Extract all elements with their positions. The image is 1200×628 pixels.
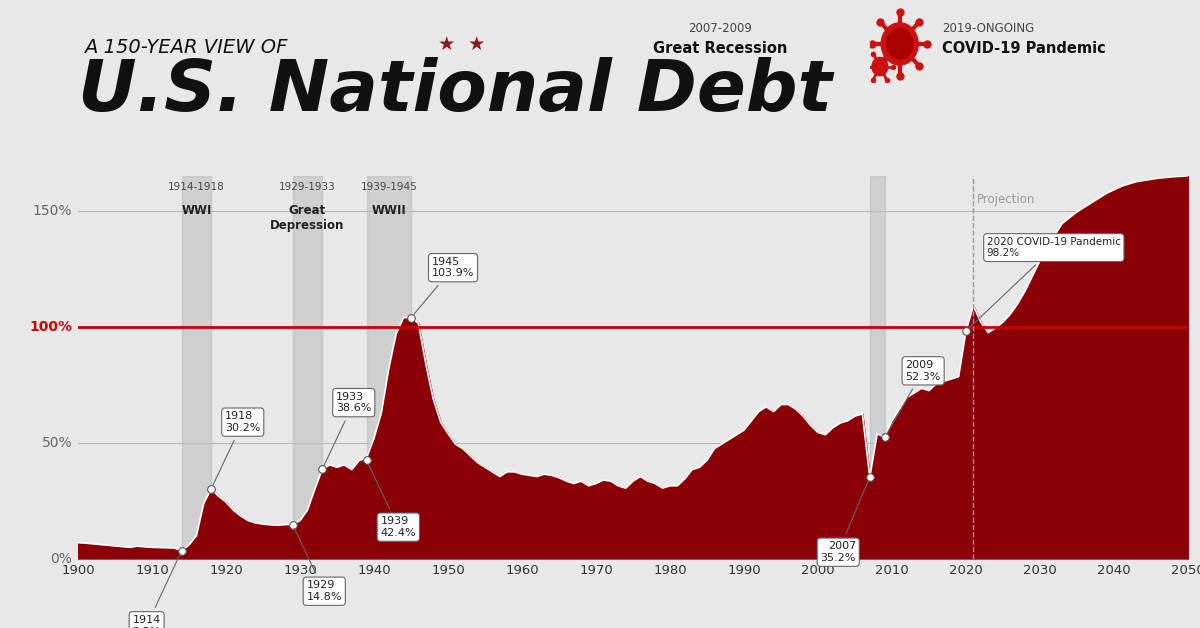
Circle shape	[872, 58, 888, 75]
Text: Great
Depression: Great Depression	[270, 203, 344, 232]
Text: 1929-1933: 1929-1933	[280, 182, 336, 192]
Text: 1933
38.6%: 1933 38.6%	[324, 392, 372, 465]
Text: ★  ★: ★ ★	[438, 35, 486, 53]
Bar	[366, 176, 410, 559]
Text: 2007
35.2%: 2007 35.2%	[821, 481, 868, 563]
Bar	[870, 176, 884, 559]
Text: 1939
42.4%: 1939 42.4%	[368, 464, 416, 538]
Text: A 150-YEAR VIEW OF: A 150-YEAR VIEW OF	[84, 38, 287, 57]
Circle shape	[881, 23, 918, 65]
Text: WWII: WWII	[372, 203, 406, 217]
Text: 1929
14.8%: 1929 14.8%	[294, 528, 342, 602]
Text: 1939-1945: 1939-1945	[360, 182, 418, 192]
Text: WWI: WWI	[181, 203, 211, 217]
Text: U.S. National Debt: U.S. National Debt	[78, 57, 832, 126]
Text: 1914
3.5%: 1914 3.5%	[132, 555, 180, 628]
Text: 50%: 50%	[42, 436, 72, 450]
Bar	[293, 176, 322, 559]
Text: 2020 COVID-19 Pandemic
98.2%: 2020 COVID-19 Pandemic 98.2%	[970, 237, 1121, 328]
Text: 1918
30.2%: 1918 30.2%	[212, 411, 260, 485]
Circle shape	[887, 29, 913, 59]
Text: 1914-1918: 1914-1918	[168, 182, 224, 192]
Text: 100%: 100%	[29, 320, 72, 333]
Text: COVID-19 Pandemic: COVID-19 Pandemic	[942, 41, 1105, 56]
Text: 2007-2009: 2007-2009	[688, 22, 752, 35]
Text: 1945
103.9%: 1945 103.9%	[414, 257, 474, 315]
Bar	[181, 176, 211, 559]
Text: 2019-ONGOING: 2019-ONGOING	[942, 22, 1034, 35]
Text: 2009
52.3%: 2009 52.3%	[887, 360, 941, 434]
Text: Great Recession: Great Recession	[653, 41, 787, 56]
Text: Projection: Projection	[977, 193, 1036, 206]
Text: 150%: 150%	[32, 203, 72, 218]
Text: 0%: 0%	[50, 552, 72, 566]
